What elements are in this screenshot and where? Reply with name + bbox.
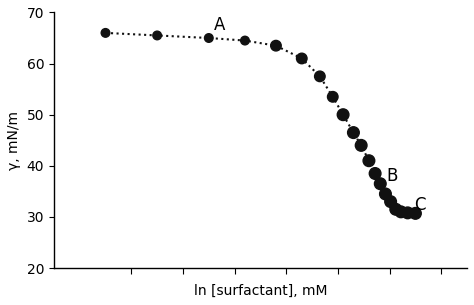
Point [316, 74, 324, 79]
Point [376, 181, 384, 186]
Point [357, 143, 365, 148]
Point [205, 36, 213, 41]
Point [365, 158, 373, 163]
Text: C: C [414, 196, 425, 214]
Y-axis label: γ, mN/m: γ, mN/m [7, 111, 21, 170]
Point [298, 56, 306, 61]
Point [350, 130, 357, 135]
Point [382, 192, 389, 196]
X-axis label: ln [surfactant], mM: ln [surfactant], mM [194, 284, 327, 298]
Point [411, 211, 419, 216]
Point [392, 207, 400, 212]
Text: B: B [386, 167, 398, 185]
Point [154, 33, 161, 38]
Point [404, 210, 411, 215]
Point [397, 210, 405, 214]
Point [329, 94, 337, 99]
Point [272, 43, 280, 48]
Point [339, 112, 347, 117]
Text: A: A [214, 16, 225, 34]
Point [387, 199, 394, 204]
Point [102, 30, 109, 35]
Point [371, 171, 379, 176]
Point [241, 38, 249, 43]
